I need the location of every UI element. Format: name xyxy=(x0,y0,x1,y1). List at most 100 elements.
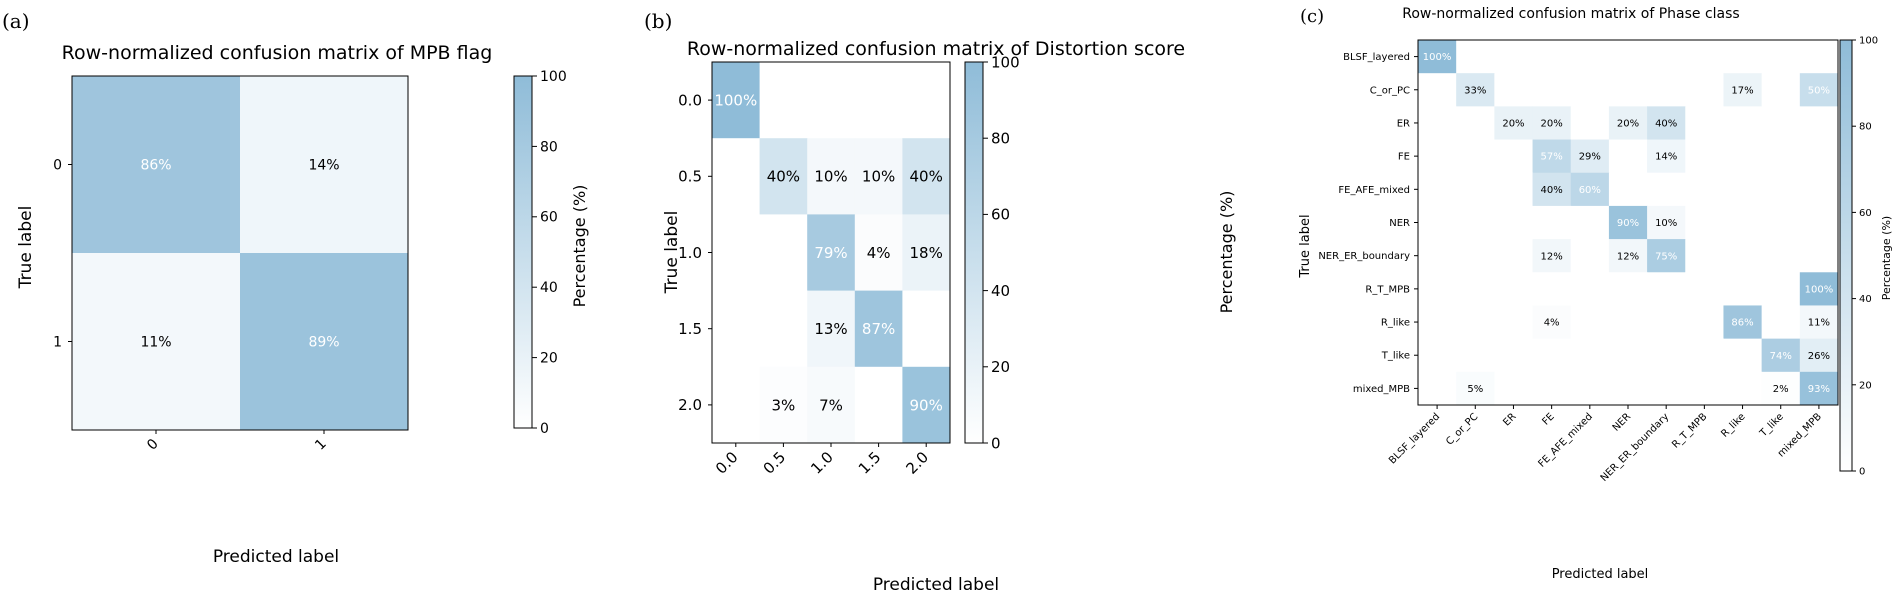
heatmap-cell-r5-c5 xyxy=(1608,205,1648,240)
heatmap-cell-r0-c10 xyxy=(1799,40,1839,74)
heatmap-cell-r5-c10 xyxy=(1799,205,1839,240)
panel-label: (b) xyxy=(644,9,672,33)
heatmap-cell-r0-c1 xyxy=(240,76,409,254)
heatmap-cell-r0-c8 xyxy=(1723,40,1763,74)
heatmap-cell-r2-c3 xyxy=(854,214,903,292)
heatmap-cell-r10-c8 xyxy=(1723,371,1763,406)
heatmap-cell-r1-c1 xyxy=(240,253,409,431)
heatmap-cell-r4-c3 xyxy=(854,366,903,444)
heatmap-cells: 86% 14% 11% 89% xyxy=(71,75,409,431)
cell-label-r1-c2: 10% xyxy=(814,168,847,186)
heatmap-cell-r2-c4 xyxy=(902,214,951,292)
heatmap-cell-r7-c8 xyxy=(1723,272,1763,306)
heatmap-cell-r8-c0 xyxy=(1418,305,1457,340)
heatmap-cell-r5-c2 xyxy=(1494,205,1534,240)
cell-label-r6-c5: 12% xyxy=(1617,251,1639,262)
heatmap-cell-r3-c1 xyxy=(759,290,808,368)
y-tick-label: 1.5 xyxy=(678,320,702,338)
colorbar-gradient xyxy=(1839,39,1853,472)
heatmap-cell-r6-c1 xyxy=(1456,239,1495,273)
cell-label-r7-c10: 100% xyxy=(1805,284,1834,295)
cell-label-r2-c2: 20% xyxy=(1502,119,1524,130)
cell-label-r8-c3: 4% xyxy=(1544,318,1560,329)
heatmap-cell-r5-c0 xyxy=(1418,205,1457,240)
heatmap-cell-r0-c6 xyxy=(1647,40,1686,74)
heatmap-cells: 100% 40% 10% 10% 40% 79% 4% 18% 13% 87% 3% 7% 90% xyxy=(711,61,951,444)
heatmap-cell-r7-c1 xyxy=(1456,272,1495,306)
x-tick-label: R_like xyxy=(1719,411,1747,439)
heatmap-cell-r2-c8 xyxy=(1723,106,1763,141)
y-tick-label: NER xyxy=(1389,218,1410,229)
colorbar-tick-label: 20 xyxy=(991,358,1010,376)
heatmap-cell-r8-c9 xyxy=(1761,305,1801,340)
plot-frame xyxy=(71,75,409,431)
heatmap-cell-r2-c0 xyxy=(1418,106,1457,141)
heatmap-cell-r2-c3 xyxy=(1532,106,1572,141)
heatmap-cell-r8-c2 xyxy=(1494,305,1534,340)
cell-label-r5-c6: 10% xyxy=(1655,218,1677,229)
heatmap-cell-r5-c8 xyxy=(1723,205,1763,240)
cell-label-r3-c3: 57% xyxy=(1541,152,1563,163)
heatmap-cell-r2-c1 xyxy=(759,214,808,292)
heatmap-cell-r1-c1 xyxy=(759,138,808,215)
cell-label-r0-c0: 86% xyxy=(140,158,171,174)
heatmap-cell-r1-c10 xyxy=(1799,73,1839,107)
x-axis-label: Predicted label xyxy=(873,575,999,595)
heatmap-cell-r0-c2 xyxy=(1494,40,1534,74)
heatmap-cell-r7-c10 xyxy=(1799,272,1839,306)
heatmap-cell-r8-c6 xyxy=(1647,305,1686,340)
heatmap-cell-r2-c2 xyxy=(807,214,856,292)
heatmap-cell-r1-c2 xyxy=(1494,73,1534,107)
y-tick-label: FE xyxy=(1398,152,1410,163)
heatmap-cell-r9-c2 xyxy=(1494,338,1534,373)
heatmap-cell-r9-c3 xyxy=(1532,338,1572,373)
heatmap-cell-r7-c0 xyxy=(1418,272,1457,306)
heatmap-cell-r1-c3 xyxy=(1532,73,1572,107)
heatmap-cell-r4-c1 xyxy=(759,366,808,444)
heatmap-cell-r6-c2 xyxy=(1494,239,1534,273)
cell-label-r1-c4: 40% xyxy=(910,168,943,186)
heatmap-cell-r2-c1 xyxy=(1456,106,1495,141)
heatmap-cell-r6-c3 xyxy=(1532,239,1572,273)
cell-label-r1-c1: 33% xyxy=(1464,85,1486,96)
heatmap-cell-r2-c2 xyxy=(1494,106,1534,141)
heatmap-cell-r0-c2 xyxy=(807,62,856,139)
heatmap-cell-r2-c0 xyxy=(712,214,761,292)
heatmap-cell-r8-c4 xyxy=(1570,305,1610,340)
heatmap-cell-r4-c8 xyxy=(1723,172,1763,207)
x-tick-label: 2.0 xyxy=(902,448,932,478)
heatmap-cell-r0-c3 xyxy=(1532,40,1572,74)
cell-label-r1-c1: 40% xyxy=(767,168,800,186)
colorbar-tick-label: 80 xyxy=(1859,122,1872,133)
y-tick-label: T_like xyxy=(1381,351,1410,362)
colorbar-tick-label: 80 xyxy=(540,139,558,155)
heatmap-cell-r3-c4 xyxy=(1570,139,1610,174)
y-tick-label: R_T_MPB xyxy=(1365,284,1410,295)
heatmap-cell-r3-c3 xyxy=(1532,139,1572,174)
colorbar-tick-label: 80 xyxy=(991,129,1010,147)
heatmap-cell-r10-c9 xyxy=(1761,371,1801,406)
cell-label-r4-c3: 40% xyxy=(1541,185,1563,196)
cell-label-r1-c10: 50% xyxy=(1808,85,1830,96)
cell-label-r4-c1: 3% xyxy=(772,396,796,414)
heatmap-cell-r1-c3 xyxy=(854,138,903,215)
heatmap-cell-r10-c10 xyxy=(1799,371,1839,406)
cell-label-r4-c4: 90% xyxy=(910,396,943,414)
x-tick-label: 0 xyxy=(144,436,162,454)
cell-label-r6-c3: 12% xyxy=(1541,251,1563,262)
heatmap-cell-r2-c4 xyxy=(1570,106,1610,141)
cell-label-r1-c8: 17% xyxy=(1731,85,1753,96)
heatmap-cell-r3-c3 xyxy=(854,290,903,368)
y-tick-label: 0.0 xyxy=(678,91,702,109)
cell-label-r10-c9: 2% xyxy=(1773,384,1789,395)
heatmap-cell-r7-c3 xyxy=(1532,272,1572,306)
y-axis-label: True label xyxy=(662,211,682,295)
colorbar: 0 20 40 60 80 100 xyxy=(964,53,1020,452)
heatmap-cell-r7-c7 xyxy=(1685,272,1724,306)
heatmap-cell-r7-c6 xyxy=(1647,272,1686,306)
heatmap-cell-r0-c4 xyxy=(902,62,951,139)
x-axis-label: Predicted label xyxy=(213,547,339,567)
heatmap-cell-r10-c6 xyxy=(1647,371,1686,406)
colorbar-tick-label: 0 xyxy=(540,421,549,437)
